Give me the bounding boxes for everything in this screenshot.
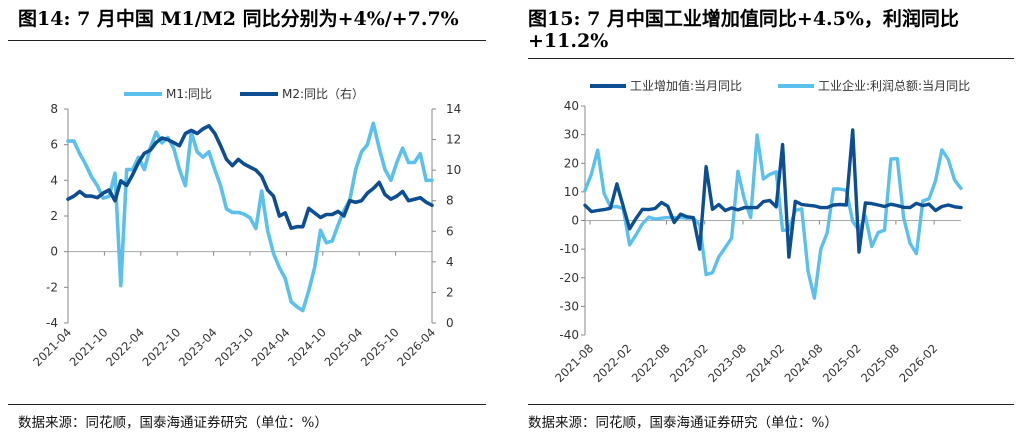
industry-chart: -40 -30 -20 -10 0 10 20 30 40 2021-082022-022022-…	[552, 78, 970, 385]
y-tick-label: -40	[559, 328, 579, 342]
x-tick-label: 2021-08	[552, 341, 596, 385]
x-tick-label: 2024-08	[782, 341, 826, 385]
x-tick-label: 2025-04	[321, 325, 365, 369]
title-divider	[528, 58, 1014, 59]
y-right-tick-label: 10	[446, 163, 461, 177]
source-divider	[8, 404, 486, 405]
x-tick-label: 2024-10	[285, 325, 329, 369]
y-right-tick-label: 0	[446, 316, 454, 330]
series-line-industrial-output	[583, 128, 963, 259]
chart-title: 图15: 7 月中国工业增加值同比+4.5%，利润同比+11.2%	[528, 8, 959, 52]
legend-label: 工业增加值:当月同比	[630, 78, 742, 93]
y-tick-label: 8	[50, 102, 58, 116]
y-right-tick-label: 8	[446, 194, 454, 208]
x-tick-label: 2021-10	[67, 325, 111, 369]
panel-industry: 图15: 7 月中国工业增加值同比+4.5%，利润同比+11.2% -40 -30…	[520, 0, 1020, 438]
x-tick-label: 2023-02	[667, 341, 711, 385]
x-tick-label: 2021-04	[30, 325, 74, 369]
y-tick-label: -4	[46, 316, 58, 330]
x-tick-label: 2024-04	[249, 325, 293, 369]
panel-m1-m2: 图14: 7 月中国 M1/M2 同比分别为+4%/+7.7% -4 -2 0 2 4 6…	[0, 0, 490, 438]
x-tick-label: 2026-04	[394, 325, 438, 369]
y-right-tick-label: 12	[446, 133, 461, 147]
m1-m2-chart: -4 -2 0 2 4 6 8 0 2 4 6 8 10 12 14 2021-042021-102022-0…	[30, 86, 461, 369]
data-source: 数据来源：同花顺，国泰海通证券研究（单位：%）	[528, 415, 838, 431]
legend-label: M1:同比	[166, 87, 212, 101]
x-tick-label: 2026-02	[896, 341, 940, 385]
y-tick-label: 10	[564, 185, 579, 199]
y-tick-label: 40	[564, 99, 579, 113]
y-tick-label: 6	[50, 138, 58, 152]
y-tick-label: 0	[571, 214, 579, 228]
y-right-tick-label: 2	[446, 285, 454, 299]
y-tick-label: -2	[46, 280, 58, 294]
x-tick-label: 2023-08	[705, 341, 749, 385]
legend-label: M2:同比（右）	[282, 86, 364, 101]
y-tick-label: 2	[50, 209, 58, 223]
x-tick-label: 2023-10	[212, 325, 256, 369]
x-tick-label: 2022-02	[590, 341, 634, 385]
y-tick-label: -10	[559, 242, 579, 256]
x-tick-label: 2025-08	[858, 341, 902, 385]
x-tick-label: 2023-04	[176, 325, 220, 369]
y-tick-label: -20	[559, 271, 579, 285]
x-tick-label: 2022-04	[103, 325, 147, 369]
series-line-profit	[583, 133, 963, 300]
y-right-tick-label: 6	[446, 224, 454, 238]
x-tick-label: 2025-02	[820, 341, 864, 385]
y-tick-label: 20	[564, 156, 579, 170]
y-right-tick-label: 14	[446, 102, 461, 116]
x-tick-label: 2024-02	[743, 341, 787, 385]
title-divider	[8, 40, 486, 41]
y-tick-label: -30	[559, 299, 579, 313]
x-tick-label: 2022-10	[139, 325, 183, 369]
chart-title: 图14: 7 月中国 M1/M2 同比分别为+4%/+7.7%	[18, 8, 459, 30]
y-right-tick-label: 4	[446, 255, 454, 269]
source-divider	[528, 404, 1014, 405]
data-source: 数据来源：同花顺，国泰海通证券研究（单位：%）	[18, 415, 328, 431]
series-line-m2	[66, 124, 434, 230]
y-tick-label: 4	[50, 173, 58, 187]
x-tick-label: 2022-08	[629, 341, 673, 385]
y-tick-label: 30	[564, 128, 579, 142]
x-tick-label: 2025-10	[358, 325, 402, 369]
y-tick-label: 0	[50, 245, 58, 259]
series-line-m1	[66, 121, 434, 313]
legend-label: 工业企业:利润总额:当月同比	[818, 78, 970, 93]
